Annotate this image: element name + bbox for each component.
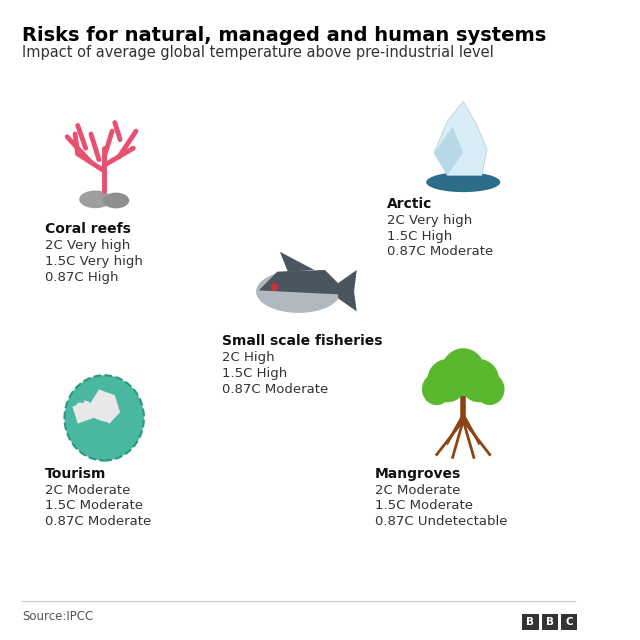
Polygon shape [338, 270, 356, 312]
Circle shape [65, 375, 144, 461]
Text: B: B [526, 617, 534, 627]
Text: 1.5C Moderate: 1.5C Moderate [45, 499, 143, 513]
Ellipse shape [103, 193, 129, 209]
Text: Source:IPCC: Source:IPCC [22, 611, 93, 623]
Circle shape [271, 283, 278, 291]
Text: 0.87C High: 0.87C High [45, 271, 119, 284]
Text: 0.87C Moderate: 0.87C Moderate [45, 515, 152, 528]
Text: Tourism: Tourism [45, 467, 107, 481]
Text: Impact of average global temperature above pre-industrial level: Impact of average global temperature abo… [22, 45, 493, 60]
Text: 2C High: 2C High [222, 351, 275, 364]
Text: C: C [565, 617, 573, 627]
Polygon shape [434, 127, 463, 175]
Circle shape [475, 373, 504, 405]
Polygon shape [434, 102, 487, 175]
Ellipse shape [426, 172, 500, 192]
Text: B: B [546, 617, 554, 627]
Ellipse shape [256, 270, 341, 313]
Text: Mangroves: Mangroves [375, 467, 461, 481]
Text: 2C Moderate: 2C Moderate [375, 484, 460, 497]
FancyBboxPatch shape [561, 614, 577, 630]
Text: Small scale fisheries: Small scale fisheries [222, 334, 383, 348]
Text: 2C Very high: 2C Very high [45, 239, 131, 252]
Ellipse shape [79, 191, 111, 208]
Text: 2C Very high: 2C Very high [387, 214, 472, 227]
Text: 0.87C Undetectable: 0.87C Undetectable [375, 515, 508, 528]
Text: 1.5C Very high: 1.5C Very high [45, 255, 143, 268]
Text: 1.5C High: 1.5C High [387, 230, 452, 243]
Text: 0.87C Moderate: 0.87C Moderate [222, 383, 328, 396]
FancyBboxPatch shape [541, 614, 558, 630]
Circle shape [428, 359, 467, 403]
Text: Risks for natural, managed and human systems: Risks for natural, managed and human sys… [22, 26, 546, 45]
Text: 2C Moderate: 2C Moderate [45, 484, 131, 497]
Text: 1.5C Moderate: 1.5C Moderate [375, 499, 473, 513]
Text: 1.5C High: 1.5C High [222, 367, 287, 380]
Polygon shape [280, 252, 314, 271]
Polygon shape [72, 401, 93, 424]
Circle shape [422, 373, 452, 405]
Text: 0.87C Moderate: 0.87C Moderate [387, 246, 493, 259]
Circle shape [459, 359, 499, 403]
Text: Coral reefs: Coral reefs [45, 222, 131, 236]
Polygon shape [83, 400, 102, 413]
Ellipse shape [77, 403, 111, 422]
Polygon shape [259, 270, 341, 294]
Text: Arctic: Arctic [387, 197, 432, 211]
FancyBboxPatch shape [522, 614, 538, 630]
Polygon shape [88, 390, 120, 424]
Circle shape [441, 348, 486, 396]
